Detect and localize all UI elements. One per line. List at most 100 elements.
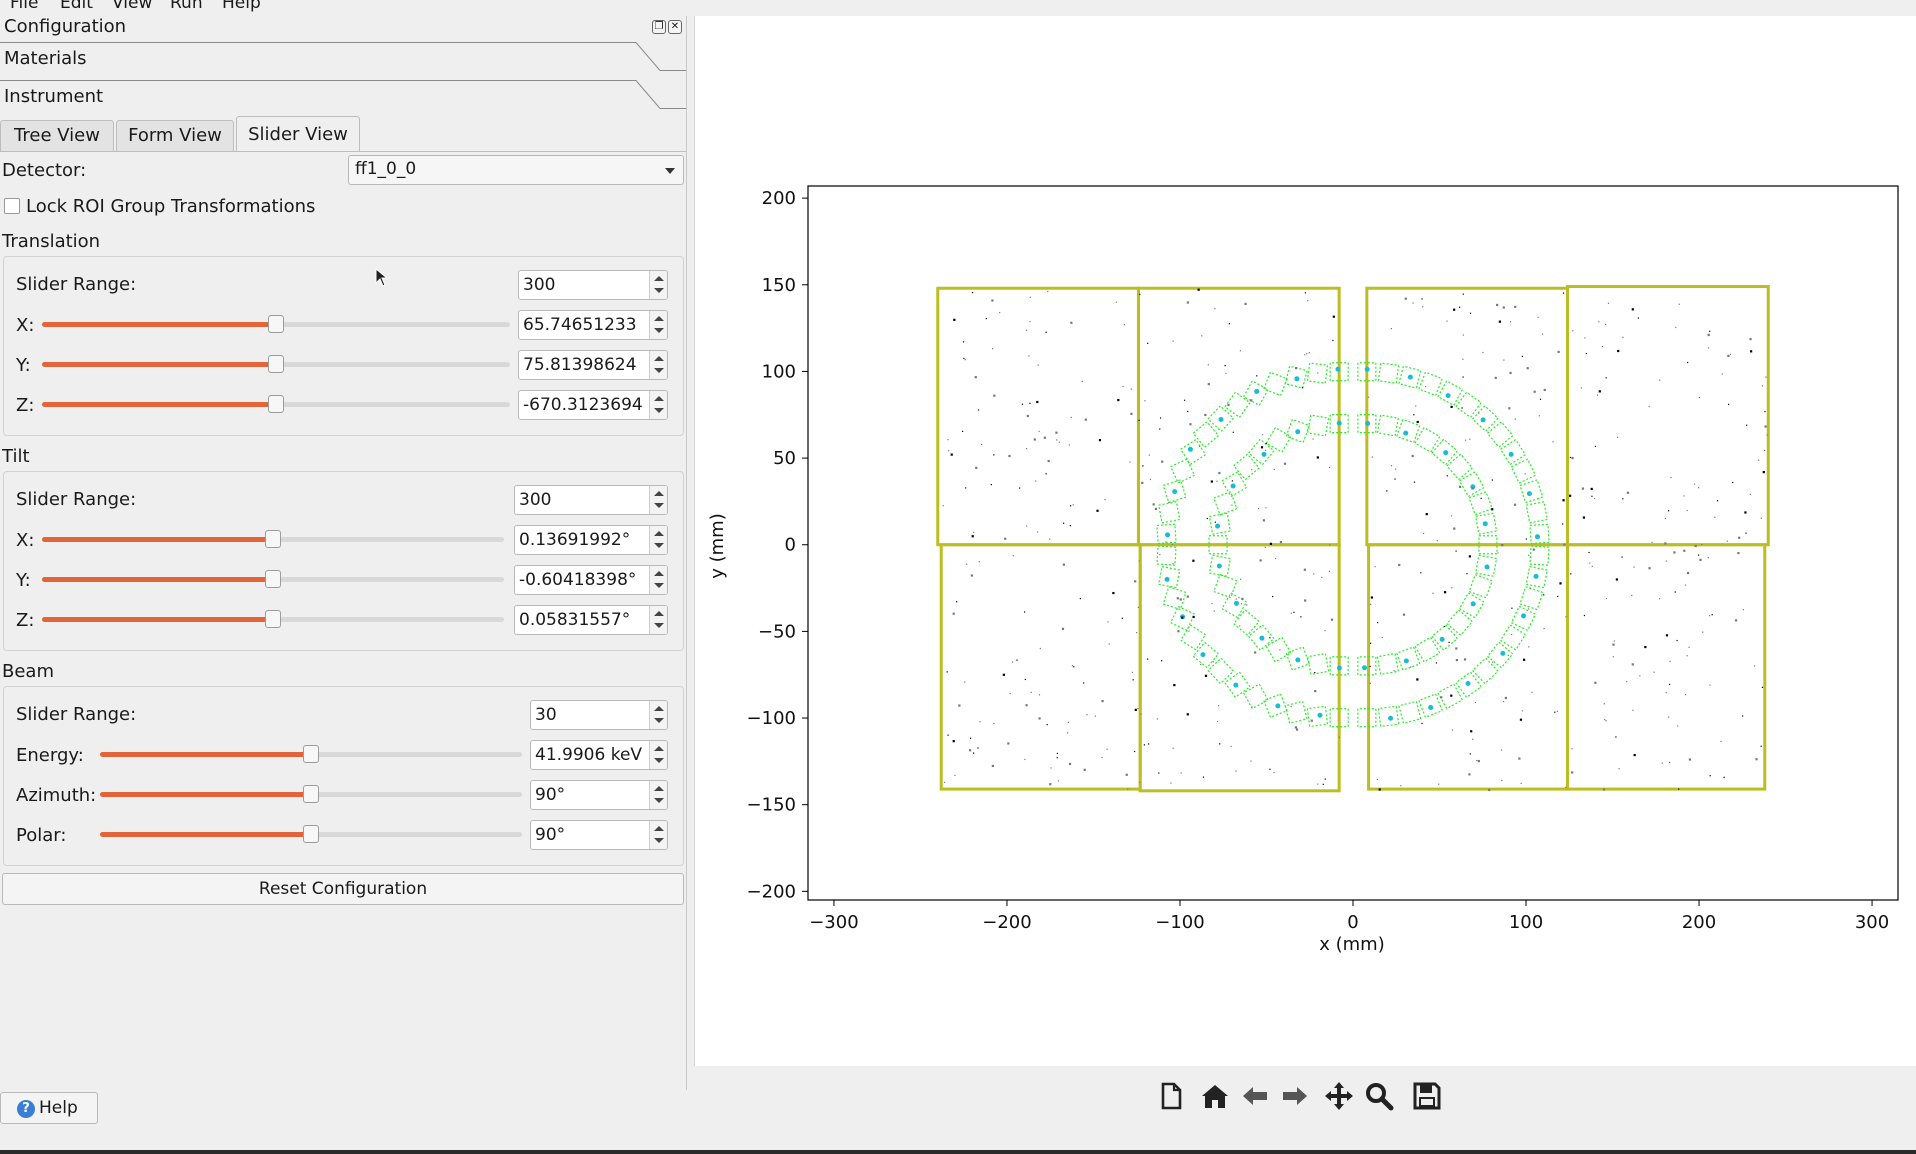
pixel-speck — [1686, 509, 1688, 512]
pixel-speck — [1684, 584, 1687, 586]
tilt-range-input[interactable]: 300 — [514, 485, 668, 515]
ring-roi-box — [1162, 586, 1187, 611]
pixel-speck — [1673, 551, 1676, 554]
pixel-speck — [1594, 445, 1597, 447]
menu-view[interactable]: View — [112, 0, 153, 13]
pan-icon[interactable] — [1323, 1080, 1355, 1112]
pixel-speck — [1140, 713, 1142, 715]
beam-range-input[interactable]: 30 — [530, 700, 668, 730]
reset-configuration-button[interactable]: Reset Configuration — [2, 873, 684, 905]
save-icon[interactable] — [1411, 1080, 1443, 1112]
section-instrument[interactable]: Instrument — [0, 80, 686, 112]
beam-polar-input[interactable]: 90° — [530, 820, 668, 850]
pixel-speck — [971, 291, 974, 294]
ring-roi-box — [1306, 705, 1329, 728]
pixel-speck — [1192, 559, 1195, 562]
beam-polar-slider[interactable] — [100, 824, 522, 844]
pixel-speck — [1557, 595, 1559, 598]
menu-run[interactable]: Run — [170, 0, 203, 13]
slider-handle[interactable] — [303, 785, 319, 803]
pixel-speck — [1513, 503, 1517, 506]
pixel-speck — [1538, 415, 1540, 417]
tilt-z-slider[interactable] — [42, 609, 504, 629]
splitter[interactable] — [686, 16, 687, 1090]
translation-title: Translation — [2, 231, 101, 252]
pixel-speck — [1367, 396, 1370, 398]
slider-handle[interactable] — [268, 355, 284, 373]
tab-slider-view[interactable]: Slider View — [236, 116, 360, 152]
pixel-speck — [1011, 661, 1014, 663]
translation-z-input[interactable]: -670.3123694 — [518, 390, 668, 420]
translation-x-input[interactable]: 65.74651233 — [518, 310, 668, 340]
beam-azimuth-slider[interactable] — [100, 784, 522, 804]
tilt-y-input[interactable]: -0.60418398° — [514, 565, 668, 595]
detector-label: Detector: — [2, 160, 87, 181]
plot-canvas[interactable]: −300 −200 −100 0 100 200 300 200 150 100 50 0 −50 −10… — [695, 16, 1916, 1066]
float-icon[interactable]: ❐ — [652, 20, 666, 34]
close-icon[interactable]: ✕ — [668, 20, 682, 34]
translation-z-slider[interactable] — [42, 394, 510, 414]
pixel-speck — [1021, 403, 1024, 405]
pixel-speck — [972, 752, 975, 754]
pixel-speck — [1522, 658, 1526, 661]
slider-handle[interactable] — [303, 825, 319, 843]
pixel-speck — [1571, 771, 1574, 774]
tilt-y-slider[interactable] — [42, 569, 504, 589]
tilt-x-input[interactable]: 0.13691992° — [514, 525, 668, 555]
tab-tree-view[interactable]: Tree View — [0, 120, 114, 152]
new-icon[interactable] — [1155, 1080, 1187, 1112]
pixel-speck — [1702, 631, 1704, 633]
pixel-speck — [1398, 563, 1401, 567]
help-button[interactable]: ? Help — [0, 1092, 98, 1124]
pixel-speck — [1687, 361, 1689, 364]
pixel-speck — [1186, 301, 1189, 304]
pixel-speck — [1670, 476, 1672, 479]
detector-select[interactable]: ff1_0_0 — [348, 155, 684, 185]
pixel-speck — [1186, 713, 1189, 716]
translation-x-slider[interactable] — [42, 314, 510, 334]
pixel-speck — [1293, 611, 1295, 613]
menu-help[interactable]: Help — [222, 0, 261, 13]
slider-handle[interactable] — [268, 315, 284, 333]
ring-roi-box — [1208, 512, 1232, 535]
help-icon: ? — [17, 1100, 35, 1118]
pixel-speck — [1468, 555, 1472, 558]
tab-form-view[interactable]: Form View — [116, 120, 234, 152]
pixel-speck — [1322, 783, 1324, 785]
home-icon[interactable] — [1199, 1080, 1231, 1112]
pixel-speck — [1329, 544, 1331, 546]
beam-energy-input[interactable]: 41.9906 keV — [530, 740, 668, 770]
pixel-speck — [1321, 576, 1323, 579]
translation-range-input[interactable]: 300 — [518, 270, 668, 300]
pixel-speck — [1562, 523, 1564, 525]
ring-spot — [1254, 388, 1260, 394]
beam-energy-slider[interactable] — [100, 744, 522, 764]
pixel-speck — [1688, 758, 1691, 761]
pixel-speck — [1683, 549, 1686, 552]
forward-icon[interactable] — [1279, 1080, 1311, 1112]
beam-azimuth-input[interactable]: 90° — [530, 780, 668, 810]
tilt-x-slider[interactable] — [42, 529, 504, 549]
pixel-speck — [1697, 487, 1700, 489]
pixel-speck — [1400, 785, 1402, 787]
lock-roi-checkbox[interactable] — [4, 198, 20, 214]
slider-handle[interactable] — [268, 395, 284, 413]
tilt-z-input[interactable]: 0.05831557° — [514, 605, 668, 635]
translation-y-input[interactable]: 75.81398624 — [518, 350, 668, 380]
slider-handle[interactable] — [265, 530, 281, 548]
pixel-speck — [1659, 379, 1661, 381]
back-icon[interactable] — [1239, 1080, 1271, 1112]
ring-roi-box — [1156, 523, 1177, 545]
section-materials[interactable]: Materials — [0, 42, 686, 74]
slider-handle[interactable] — [303, 745, 319, 763]
pixel-speck — [1172, 340, 1174, 342]
slider-handle[interactable] — [265, 570, 281, 588]
translation-x-label: X: — [16, 315, 35, 336]
menu-edit[interactable]: Edit — [60, 0, 93, 13]
slider-handle[interactable] — [265, 610, 281, 628]
pixel-speck — [1161, 460, 1164, 463]
menu-file[interactable]: File — [10, 0, 39, 13]
ring-spot — [1480, 417, 1486, 423]
zoom-icon[interactable] — [1363, 1080, 1395, 1112]
translation-y-slider[interactable] — [42, 354, 510, 374]
